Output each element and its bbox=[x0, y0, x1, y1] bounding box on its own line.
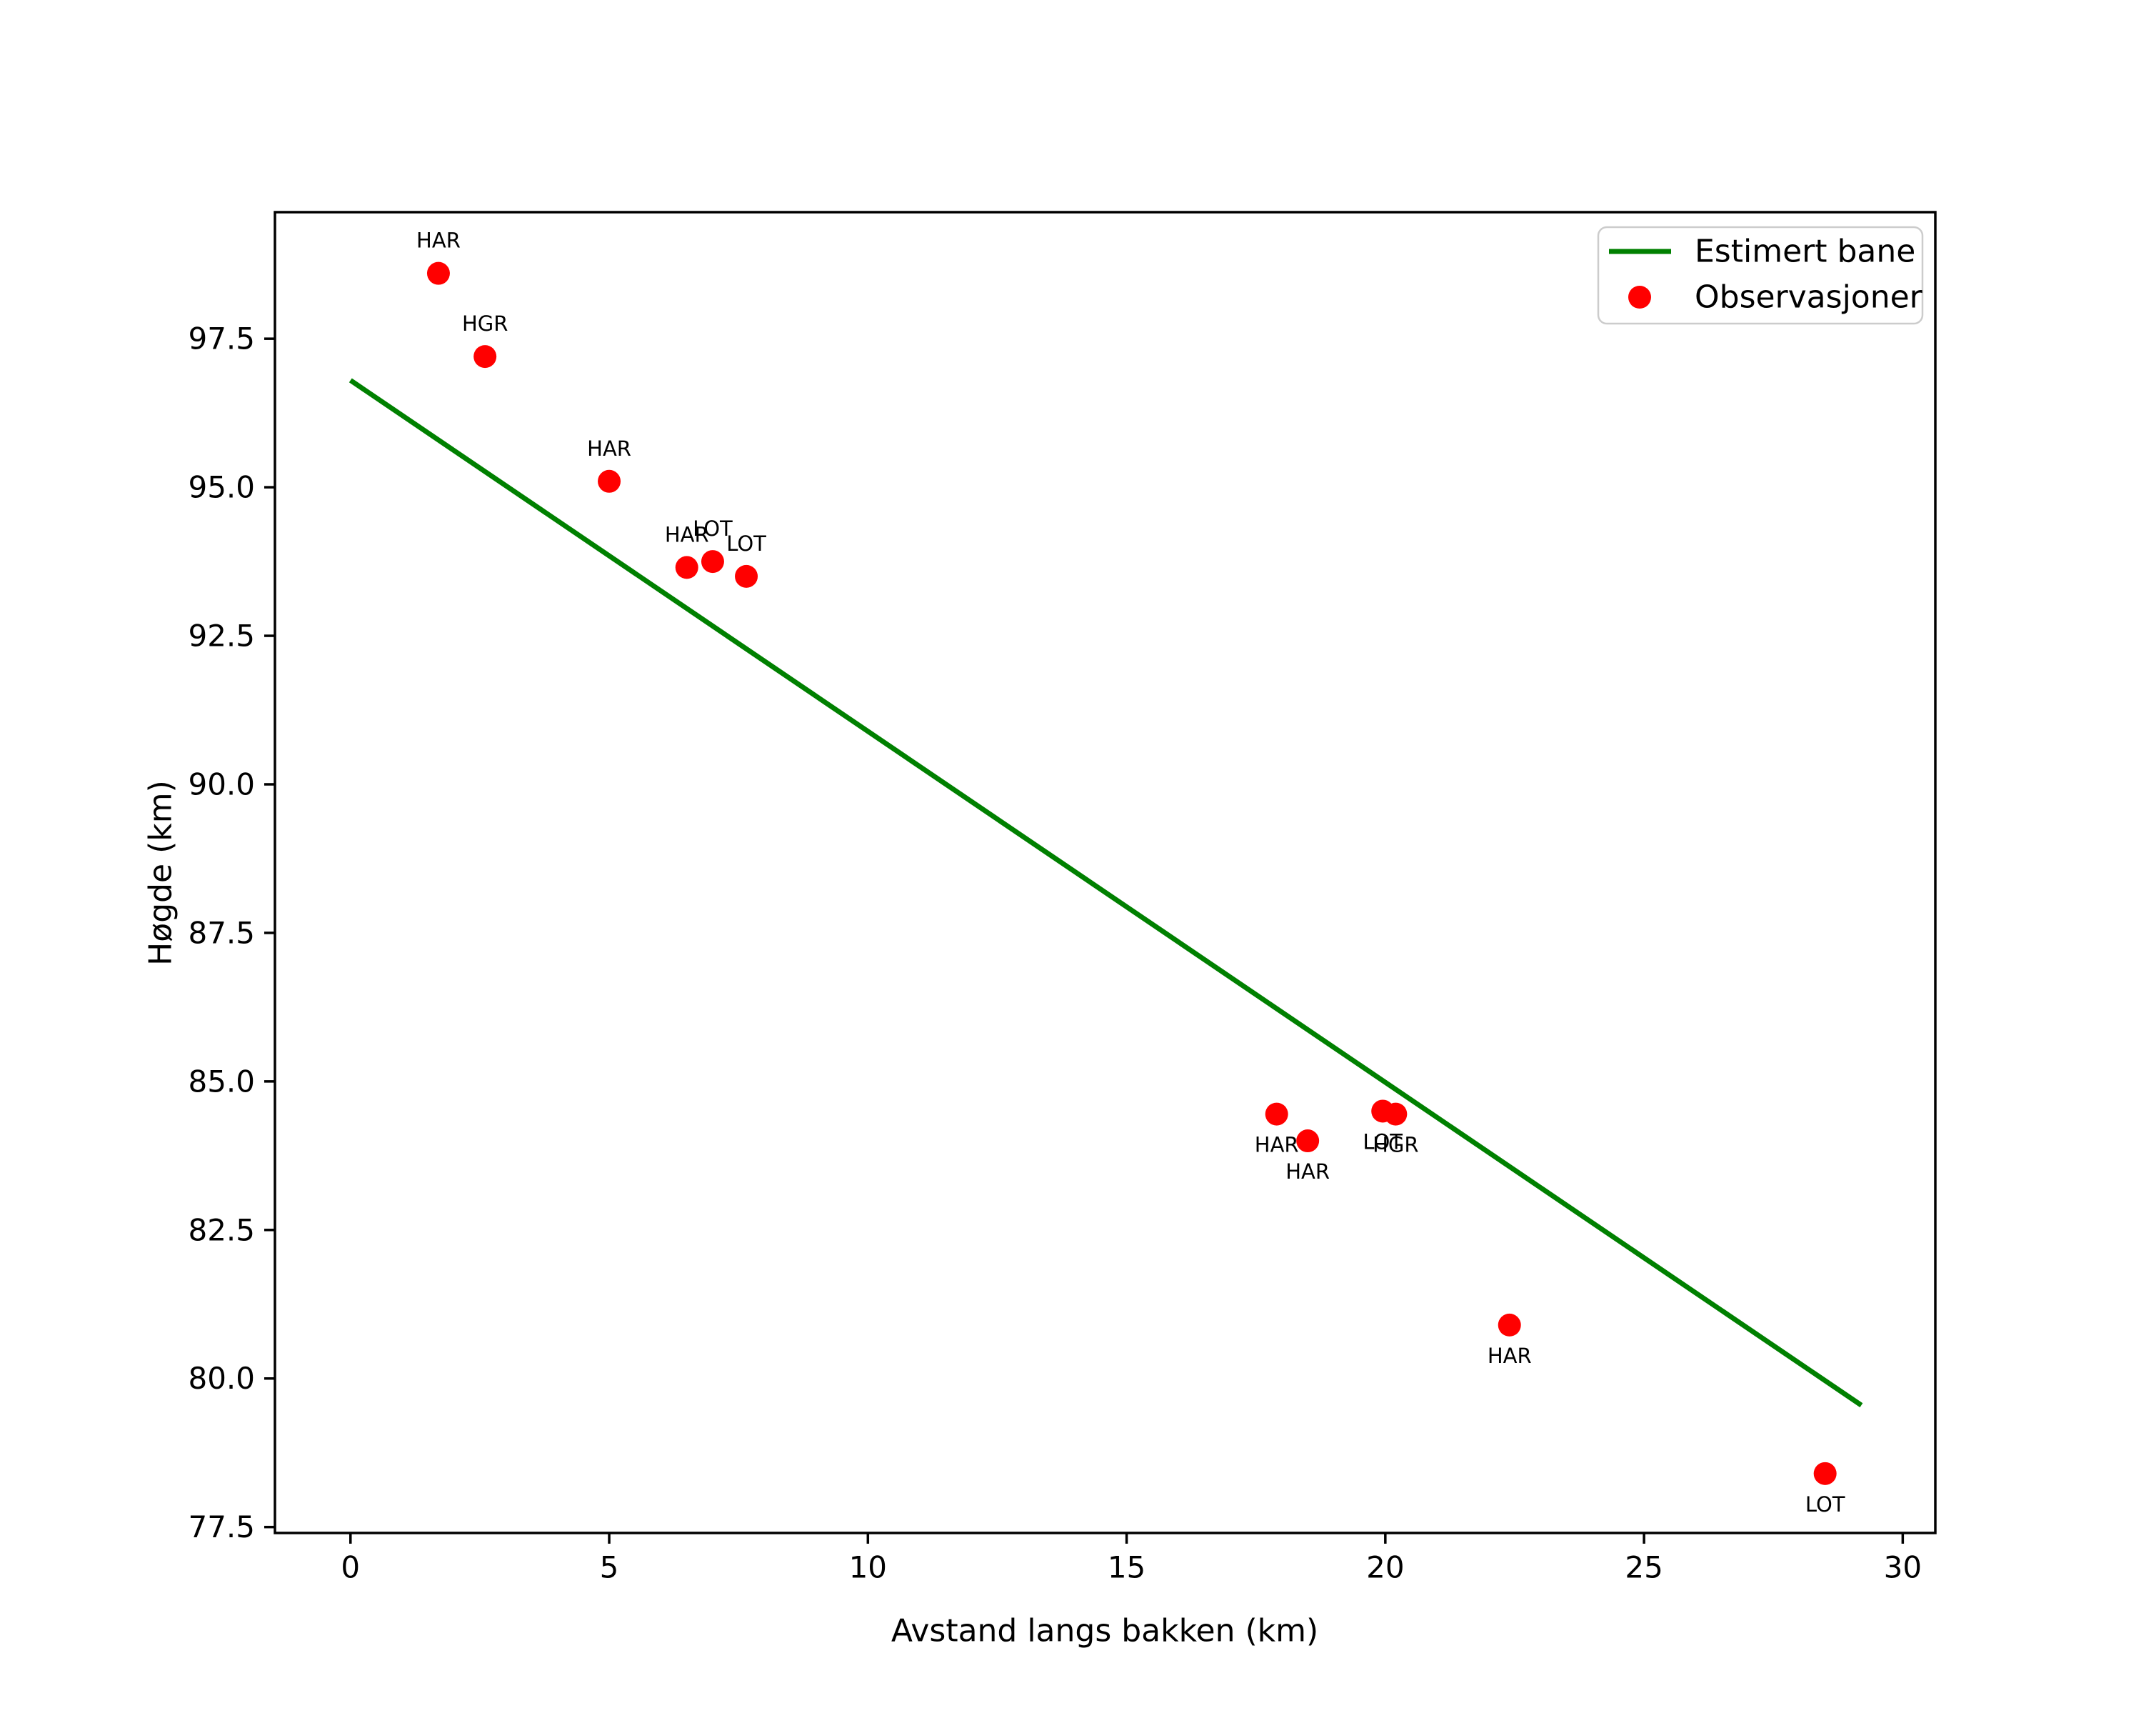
observation-point bbox=[1265, 1102, 1288, 1126]
x-tick-label: 0 bbox=[341, 1550, 360, 1585]
x-tick-label: 5 bbox=[600, 1550, 619, 1585]
estimated-trajectory-line bbox=[349, 378, 1863, 1408]
observation-point bbox=[701, 550, 724, 574]
y-tick-label: 80.0 bbox=[188, 1361, 255, 1396]
y-tick-label: 77.5 bbox=[188, 1509, 255, 1544]
observation-point bbox=[675, 556, 698, 579]
plot-frame bbox=[274, 211, 1937, 1534]
observation-station-label: HAR bbox=[665, 522, 709, 546]
legend-label-observasjoner: Observasjoner bbox=[1695, 279, 1923, 316]
observation-station-label: HAR bbox=[1255, 1133, 1299, 1157]
observation-station-label: LOT bbox=[1363, 1129, 1403, 1154]
observation-station-label: HAR bbox=[587, 436, 631, 461]
observation-point bbox=[1498, 1313, 1521, 1337]
observation-station-label: LOT bbox=[1805, 1492, 1845, 1517]
legend-marker-sample bbox=[1628, 286, 1651, 309]
x-tick-label: 15 bbox=[1108, 1550, 1145, 1585]
x-tick-label: 25 bbox=[1625, 1550, 1663, 1585]
x-tick-label: 30 bbox=[1884, 1550, 1922, 1585]
x-tick-label: 10 bbox=[849, 1550, 887, 1585]
observation-station-label: HAR bbox=[1488, 1344, 1532, 1368]
y-tick-label: 82.5 bbox=[188, 1212, 255, 1247]
observation-point bbox=[1813, 1462, 1837, 1485]
axes: 0 5 10 15 20 25 30 77.5 80.0 82.5 85.0 87.5 90.0 92.5… bbox=[188, 211, 1937, 1585]
observation-station-label: HGR bbox=[462, 311, 508, 336]
observation-point bbox=[598, 469, 621, 493]
observation-station-label: LOT bbox=[726, 531, 766, 556]
y-tick-label: 85.0 bbox=[188, 1064, 255, 1099]
observation-point bbox=[735, 564, 758, 588]
observation-station-label: HAR bbox=[416, 229, 461, 253]
observation-station-label: HAR bbox=[1285, 1159, 1330, 1184]
x-axis-label: Avstand langs bakken (km) bbox=[891, 1613, 1318, 1649]
observation-point bbox=[426, 261, 450, 285]
y-tick-label: 95.0 bbox=[188, 470, 255, 505]
legend: Estimert bane Observasjoner bbox=[1597, 226, 1924, 325]
y-tick-label: 90.0 bbox=[188, 766, 255, 801]
legend-box bbox=[1597, 226, 1924, 325]
series bbox=[349, 261, 1863, 1485]
observation-station-label: HGR bbox=[1373, 1133, 1418, 1157]
observation-station-label: LOT bbox=[693, 516, 733, 541]
y-tick-label: 92.5 bbox=[188, 619, 255, 654]
observation-point bbox=[473, 345, 497, 369]
y-axis-label: Høgde (km) bbox=[143, 780, 179, 966]
y-tick-label: 87.5 bbox=[188, 915, 255, 950]
observation-point bbox=[1296, 1129, 1320, 1153]
x-tick-label: 20 bbox=[1366, 1550, 1404, 1585]
y-tick-label: 97.5 bbox=[188, 321, 255, 356]
legend-label-estimert-bane: Estimert bane bbox=[1695, 234, 1915, 270]
observation-point bbox=[1384, 1102, 1408, 1126]
